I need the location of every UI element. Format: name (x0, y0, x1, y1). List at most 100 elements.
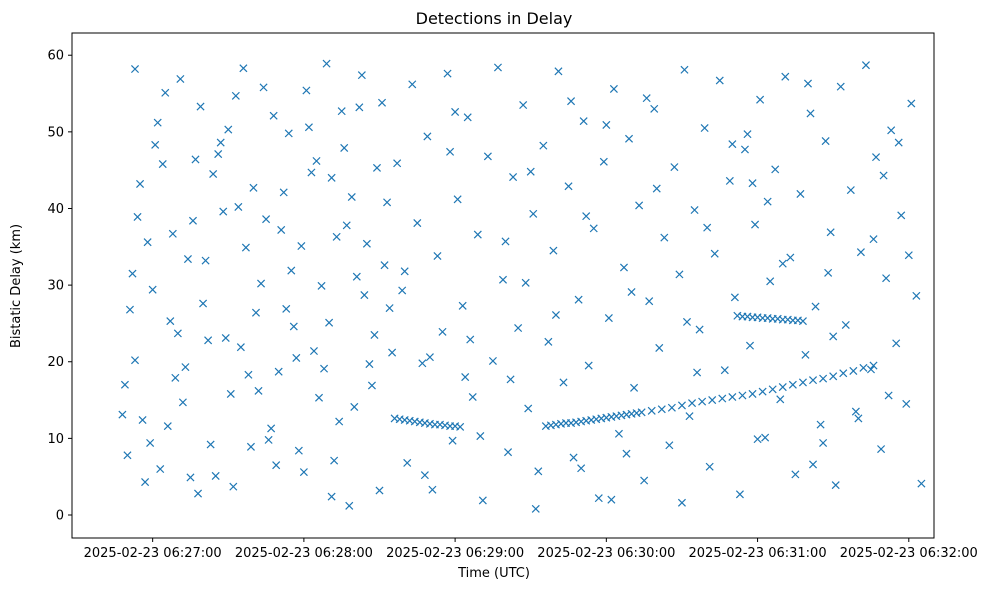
marker-clutter-207 (912, 291, 921, 300)
marker-clutter-43 (141, 478, 150, 487)
marker-clutter-13 (289, 322, 298, 331)
marker-clutter-17 (340, 143, 349, 152)
marker-track-3-2 (657, 405, 666, 414)
marker-clutter-10 (249, 183, 258, 192)
marker-clutter-11 (264, 435, 273, 444)
marker-clutter-157 (660, 233, 669, 242)
marker-track-3-9 (728, 392, 737, 402)
marker-clutter-213 (501, 237, 510, 246)
y-tick-label-2: 20 (47, 355, 64, 370)
marker-clutter-147 (609, 84, 618, 93)
marker-clutter-66 (173, 329, 182, 338)
marker-clutter-186 (806, 109, 815, 118)
marker-clutter-69 (214, 150, 223, 159)
y-tick-label-3: 30 (47, 279, 64, 294)
marker-clutter-80 (355, 103, 364, 112)
marker-track-3-15 (788, 380, 797, 389)
marker-clutter-44 (153, 118, 162, 127)
marker-track-3-0 (637, 408, 646, 417)
marker-clutter-187 (811, 302, 820, 311)
marker-clutter-248 (582, 212, 591, 221)
marker-clutter-223 (753, 435, 762, 444)
marker-clutter-160 (675, 270, 684, 279)
marker-clutter-52 (257, 279, 266, 288)
marker-clutter-167 (710, 249, 719, 258)
marker-clutter-41 (383, 198, 392, 207)
marker-clutter-176 (756, 95, 765, 104)
y-tick-label-6: 60 (47, 49, 64, 64)
marker-clutter-99 (337, 107, 346, 116)
marker-clutter-229 (904, 251, 913, 260)
marker-clutter-143 (589, 224, 598, 233)
marker-clutter-19 (365, 360, 374, 369)
marker-track-3-20 (839, 369, 848, 378)
marker-clutter-12 (277, 225, 286, 234)
marker-clutter-92 (246, 442, 255, 451)
marker-track-3-6 (698, 397, 707, 406)
marker-clutter-9 (236, 343, 245, 352)
marker-clutter-105 (398, 286, 407, 295)
marker-clutter-16 (327, 492, 336, 501)
x-tick-label-0: 2025-02-23 06:27:00 (84, 546, 222, 561)
marker-clutter-27 (204, 336, 213, 345)
marker-clutter-246 (466, 335, 475, 344)
marker-clutter-158 (665, 441, 674, 450)
marker-clutter-83 (125, 305, 134, 314)
x-tick-label-2: 2025-02-23 06:29:00 (386, 546, 524, 561)
x-tick-label-5: 2025-02-23 06:32:00 (840, 546, 978, 561)
marker-clutter-38 (345, 501, 354, 510)
marker-clutter-189 (821, 137, 830, 146)
marker-clutter-67 (186, 473, 195, 482)
marker-clutter-161 (680, 65, 689, 74)
marker-clutter-139 (569, 453, 578, 462)
marker-clutter-197 (861, 61, 870, 70)
marker-clutter-29 (229, 482, 238, 491)
marker-clutter-104 (393, 159, 402, 168)
marker-clutter-217 (602, 120, 611, 129)
marker-clutter-60 (360, 291, 369, 300)
marker-clutter-141 (579, 117, 588, 126)
marker-clutter-57 (322, 59, 331, 68)
marker-clutter-134 (544, 337, 553, 346)
marker-clutter-232 (196, 102, 205, 111)
marker-clutter-55 (297, 242, 306, 251)
marker-clutter-188 (816, 420, 825, 429)
marker-clutter-239 (622, 449, 631, 458)
marker-clutter-240 (682, 317, 692, 326)
marker-clutter-230 (130, 356, 140, 365)
marker-clutter-145 (599, 157, 608, 166)
marker-clutter-36 (320, 364, 329, 373)
marker-clutter-117 (458, 301, 467, 310)
marker-clutter-65 (161, 88, 170, 97)
marker-clutter-193 (841, 320, 850, 329)
marker-clutter-108 (413, 219, 422, 228)
marker-clutter-245 (420, 471, 429, 480)
marker-clutter-120 (473, 230, 482, 239)
marker-clutter-132 (534, 467, 543, 476)
x-tick-label-4: 2025-02-23 06:31:00 (689, 546, 827, 561)
marker-clutter-257 (461, 373, 470, 382)
marker-clutter-185 (801, 350, 810, 359)
marker-clutter-181 (781, 72, 790, 81)
marker-clutter-116 (453, 195, 462, 204)
marker-clutter-26 (188, 216, 198, 225)
marker-clutter-88 (193, 489, 203, 498)
marker-clutter-138 (564, 182, 573, 191)
marker-clutter-82 (380, 261, 389, 270)
marker-clutter-73 (267, 424, 276, 433)
marker-track-3-1 (647, 406, 656, 415)
marker-clutter-7 (211, 471, 220, 480)
marker-clutter-201 (882, 274, 891, 283)
marker-clutter-203 (892, 339, 901, 348)
marker-clutter-33 (282, 304, 291, 313)
marker-clutter-37 (332, 232, 341, 241)
marker-clutter-28 (216, 138, 225, 147)
marker-clutter-50 (231, 91, 240, 100)
marker-clutter-96 (299, 468, 308, 477)
marker-clutter-133 (539, 141, 548, 150)
marker-track-3-13 (768, 385, 777, 394)
marker-clutter-178 (766, 277, 775, 286)
marker-clutter-85 (151, 140, 160, 149)
marker-clutter-169 (720, 366, 729, 375)
marker-clutter-68 (201, 256, 210, 265)
